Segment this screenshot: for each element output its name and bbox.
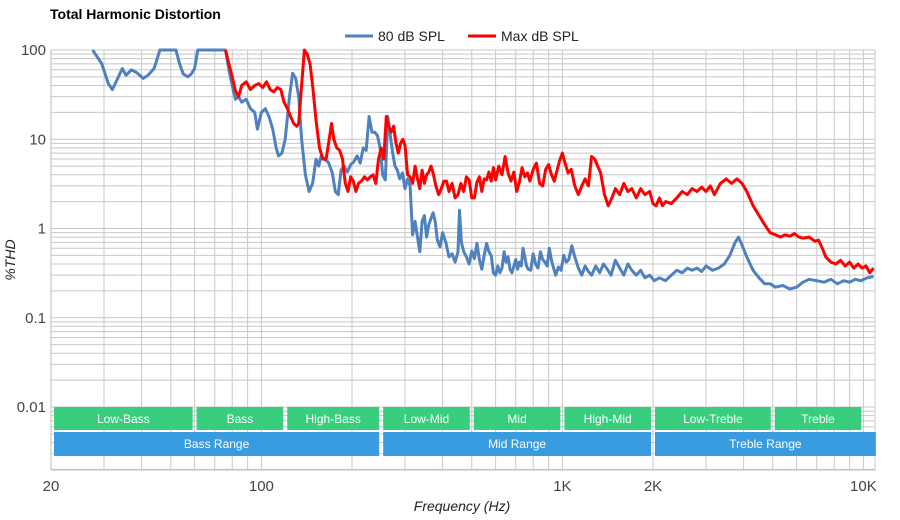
band-label: High-Bass xyxy=(306,412,361,426)
x-tick-label: 1K xyxy=(553,478,571,495)
legend-label-max: Max dB SPL xyxy=(501,28,579,44)
y-axis-label: %THD xyxy=(2,239,18,280)
x-tick-label: 2K xyxy=(644,478,662,495)
y-tick-label: 0.01 xyxy=(17,399,46,416)
x-axis-label: Frequency (Hz) xyxy=(414,498,510,514)
band-low-treble xyxy=(655,407,771,430)
legend: 80 dB SPL Max dB SPL xyxy=(345,28,579,44)
series-lines xyxy=(91,48,875,291)
band-bass-range xyxy=(54,432,380,456)
band-treble-range xyxy=(655,432,876,456)
band-label: Bass xyxy=(227,412,254,426)
y-tick-label: 100 xyxy=(21,42,46,59)
y-tick-label: 0.1 xyxy=(25,310,46,327)
y-tick-label: 1 xyxy=(38,221,46,238)
band-label: Mid xyxy=(507,412,526,426)
x-tick-label: 100 xyxy=(249,478,274,495)
axes xyxy=(50,50,875,471)
x-tick-label: 10K xyxy=(850,478,877,495)
band-high-mid xyxy=(564,407,651,430)
band-label: Treble Range xyxy=(729,437,802,451)
y-tick-labels: 100 10 1 0.1 0.01 xyxy=(17,42,46,416)
series-line-max-db xyxy=(224,48,875,275)
band-label: High-Mid xyxy=(584,412,632,426)
band-mid xyxy=(473,407,561,430)
legend-label-80db: 80 dB SPL xyxy=(378,28,445,44)
band-bass xyxy=(196,407,284,430)
x-tick-label: 20 xyxy=(43,478,60,495)
band-label: Treble xyxy=(801,412,835,426)
band-label: Mid Range xyxy=(488,437,546,451)
band-low-bass xyxy=(54,407,193,430)
band-treble xyxy=(774,407,862,430)
band-low-mid xyxy=(383,407,470,430)
y-tick-label: 10 xyxy=(29,131,46,148)
band-mid-range xyxy=(383,432,651,456)
band-label: Bass Range xyxy=(184,437,250,451)
series-line-80db xyxy=(91,48,874,291)
band-label: Low-Bass xyxy=(97,412,150,426)
band-label: Low-Treble xyxy=(683,412,743,426)
band-high-bass xyxy=(287,407,380,430)
x-tick-labels: 20 100 1K 2K 10K xyxy=(43,478,877,495)
band-label: Low-Mid xyxy=(404,412,449,426)
chart-title: Total Harmonic Distortion xyxy=(50,6,221,22)
frequency-range-bands: Low-Bass Bass High-Bass Low-Mid Mid High-Mid L… xyxy=(54,407,876,456)
